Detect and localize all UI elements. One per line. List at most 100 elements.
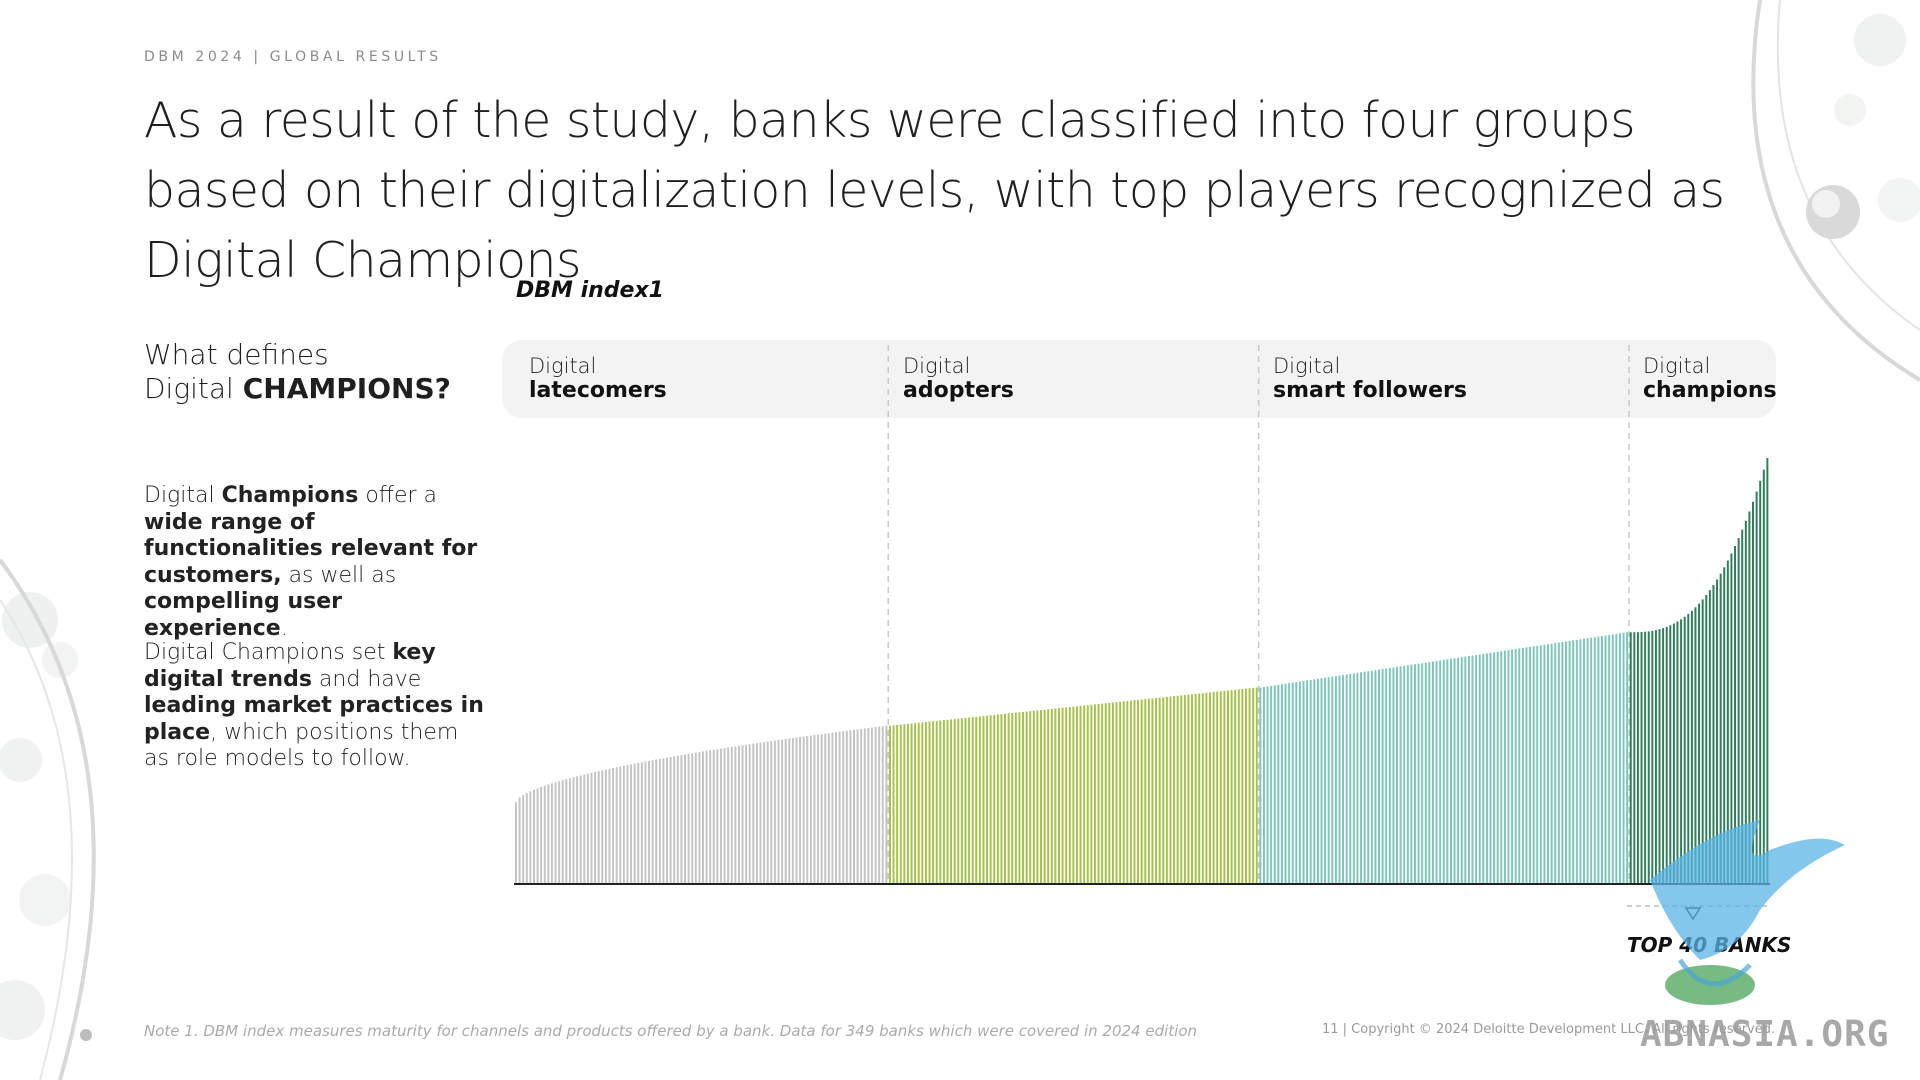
bank-bar (1421, 663, 1424, 884)
bank-bar (942, 720, 945, 884)
bank-bar (684, 754, 686, 883)
bank-bar (1446, 659, 1449, 883)
segment-label-champions: Digital champions (1643, 354, 1777, 403)
bank-bar (1392, 667, 1395, 883)
bank-bar (712, 749, 715, 883)
bank-bar (576, 776, 579, 883)
bank-bar (1471, 655, 1474, 883)
bank-bar (1097, 704, 1100, 883)
bank-bar (1266, 686, 1269, 883)
bank-bar (1597, 636, 1600, 883)
bank-bar (1730, 553, 1733, 883)
bank-bar (655, 759, 658, 883)
bank-bar (1101, 703, 1104, 884)
bank-bar (1194, 693, 1197, 884)
bank-bar (1579, 639, 1582, 883)
bank-bar (924, 722, 927, 883)
bank-bar (914, 723, 917, 884)
bank-bar (996, 714, 999, 883)
bank-bar (1554, 643, 1557, 883)
bank-bar (1600, 636, 1603, 883)
champions-role-paragraph: Digital Champions set key digital trends… (144, 640, 484, 773)
bank-bar (543, 785, 546, 883)
bank-bar (680, 755, 683, 883)
bank-bar (615, 767, 618, 883)
bank-bar (1155, 698, 1158, 883)
bank-bar (921, 722, 924, 884)
bank-bar (1201, 693, 1204, 884)
bank-bar (845, 730, 848, 883)
bank-bar (691, 753, 694, 883)
bank-bar (1406, 665, 1409, 883)
bank-bar (687, 753, 690, 883)
bank-bar (1741, 529, 1744, 883)
bank-bar (755, 743, 758, 883)
bank-bar (885, 725, 888, 883)
bank-bar (763, 742, 766, 883)
bank-bar (1004, 713, 1007, 883)
bank-bar (1381, 669, 1384, 883)
bank-bar (730, 746, 733, 883)
bank-bar (1331, 676, 1334, 883)
bank-bar (1636, 632, 1639, 883)
bank-bar (745, 744, 748, 883)
bank-bar (658, 758, 661, 883)
bank-bar (694, 752, 697, 883)
segment-label-smart-followers: Digital smart followers (1273, 354, 1467, 403)
bank-bar (1115, 702, 1118, 884)
bank-bar (1129, 700, 1132, 884)
bank-bar (982, 716, 985, 883)
bank-bar (1212, 692, 1215, 883)
side-heading-line2-light: Digital (144, 372, 243, 405)
bank-bar (612, 767, 615, 883)
bank-bar (637, 762, 640, 883)
bank-bar (1716, 579, 1719, 883)
bank-bar (777, 740, 780, 883)
bank-bar (1230, 690, 1233, 884)
bank-bar (1633, 632, 1636, 883)
bank-bar (597, 771, 600, 883)
segment-label-line2: latecomers (529, 378, 667, 403)
bank-bar (1726, 560, 1729, 883)
bank-bar (968, 717, 971, 883)
bank-bar (802, 736, 805, 883)
bank-bar (1065, 707, 1068, 884)
bank-bar (1036, 710, 1039, 884)
bank-bar (1583, 638, 1585, 883)
page-title: As a result of the study, banks were cla… (144, 92, 1725, 289)
bank-bar (522, 795, 525, 883)
bank-bar (1309, 679, 1312, 883)
bank-bar (1723, 567, 1726, 883)
bank-bar (1766, 458, 1769, 883)
bank-bar (813, 735, 816, 883)
bank-bar (881, 726, 884, 883)
bank-bar (1762, 469, 1765, 883)
bank-bar (709, 750, 712, 883)
bank-bar (1176, 695, 1179, 883)
bank-bar (892, 725, 895, 884)
bank-bar (1165, 696, 1168, 884)
bank-bar (1162, 697, 1165, 883)
bank-bar (1575, 639, 1578, 883)
bank-bar (1169, 696, 1172, 883)
bank-bar (1708, 590, 1711, 883)
bank-bar (666, 757, 669, 883)
bank-bar (529, 791, 532, 883)
paragraph-run: , which positions them as role models to… (144, 719, 459, 772)
bank-bar (831, 732, 834, 883)
bank-bar (748, 744, 751, 883)
bank-bar (1029, 711, 1032, 884)
bank-bar (676, 755, 679, 883)
bank-bar (1680, 619, 1683, 883)
bank-bar (1529, 646, 1532, 883)
footnote: Note 1. DBM index measures maturity for … (144, 1022, 1198, 1040)
bank-bar (860, 728, 863, 883)
bank-bar (1205, 692, 1208, 883)
bank-bar (1356, 672, 1359, 884)
bank-bar (719, 748, 722, 883)
bank-bar (1514, 649, 1517, 883)
bank-bar (1565, 641, 1568, 883)
bank-bar (820, 734, 823, 883)
bank-bar (817, 734, 820, 883)
bank-bar (633, 763, 636, 883)
